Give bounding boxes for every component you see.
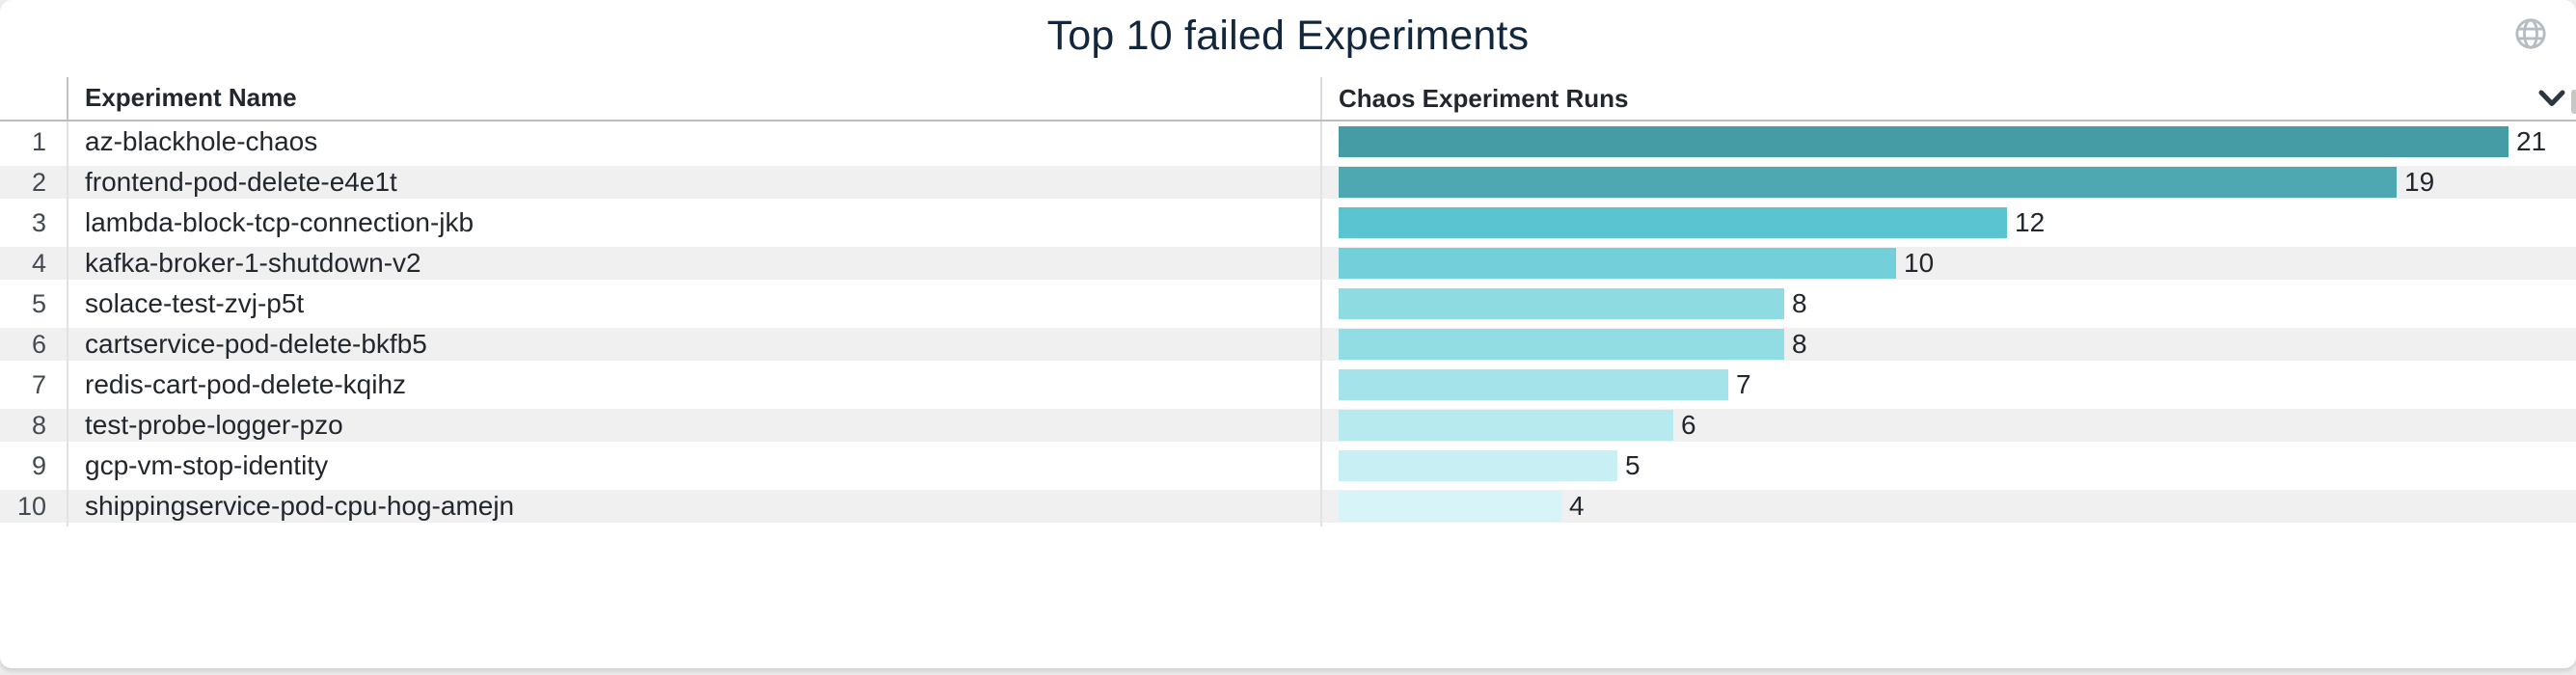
row-rank: 2: [0, 162, 68, 202]
bar-cell: 10: [1322, 243, 2576, 284]
bar-cell: 19: [1322, 162, 2576, 202]
column-header-experiment-name[interactable]: Experiment Name: [68, 77, 1322, 120]
bar: [1339, 126, 2508, 157]
experiment-name: cartservice-pod-delete-bkfb5: [68, 324, 1322, 364]
column-header-chaos-experiment-runs[interactable]: Chaos Experiment Runs: [1322, 77, 2576, 120]
experiment-name: lambda-block-tcp-connection-jkb: [68, 202, 1322, 243]
experiment-name: shippingservice-pod-cpu-hog-amejn: [68, 486, 1322, 526]
bar-cell: 4: [1322, 486, 2576, 526]
bar: [1339, 167, 2397, 198]
experiment-name: frontend-pod-delete-e4e1t: [68, 162, 1322, 202]
chevron-down-icon[interactable]: [2536, 89, 2567, 115]
bar-value-label: 21: [2516, 126, 2547, 156]
row-rank: 4: [0, 243, 68, 284]
row-rank: 1: [0, 122, 68, 162]
table-body: 1 az-blackhole-chaos 21 2 frontend-pod-delet…: [0, 122, 2576, 526]
bar: [1339, 450, 1617, 481]
table-row: 3 lambda-block-tcp-connection-jkb 12: [0, 202, 2576, 243]
table-row: 1 az-blackhole-chaos 21: [0, 122, 2576, 162]
bar-value-label: 4: [1569, 491, 1585, 521]
experiment-name: az-blackhole-chaos: [68, 122, 1322, 162]
row-rank: 10: [0, 486, 68, 526]
bar-value-label: 8: [1792, 329, 1807, 359]
bar-value-label: 19: [2404, 167, 2435, 197]
experiment-name: test-probe-logger-pzo: [68, 405, 1322, 446]
bar: [1339, 369, 1728, 400]
bar: [1339, 207, 2007, 238]
row-rank: 8: [0, 405, 68, 446]
bar: [1339, 288, 1784, 319]
bar: [1339, 329, 1784, 360]
bar-value-label: 10: [1904, 248, 1935, 278]
table-header-row: Experiment Name Chaos Experiment Runs: [0, 77, 2576, 122]
row-rank: 9: [0, 446, 68, 486]
bar-value-label: 6: [1681, 410, 1696, 440]
bar-cell: 7: [1322, 364, 2576, 405]
page-title: Top 10 failed Experiments: [1046, 13, 1530, 59]
row-rank: 5: [0, 284, 68, 324]
experiment-name: gcp-vm-stop-identity: [68, 446, 1322, 486]
bar-cell: 21: [1322, 122, 2576, 162]
bar-cell: 8: [1322, 324, 2576, 364]
row-rank: 6: [0, 324, 68, 364]
table-row: 5 solace-test-zvj-p5t 8: [0, 284, 2576, 324]
table-row: 10 shippingservice-pod-cpu-hog-amejn 4: [0, 486, 2576, 526]
bar-value-label: 5: [1625, 450, 1641, 480]
table-row: 8 test-probe-logger-pzo 6: [0, 405, 2576, 446]
globe-icon[interactable]: [2514, 17, 2547, 55]
bar-cell: 5: [1322, 446, 2576, 486]
experiment-name: solace-test-zvj-p5t: [68, 284, 1322, 324]
bar-value-label: 7: [1736, 369, 1751, 399]
bar-value-label: 8: [1792, 288, 1807, 318]
table-row: 7 redis-cart-pod-delete-kqihz 7: [0, 364, 2576, 405]
table-row: 2 frontend-pod-delete-e4e1t 19: [0, 162, 2576, 202]
experiment-name: kafka-broker-1-shutdown-v2: [68, 243, 1322, 284]
bar-value-label: 12: [2015, 207, 2046, 237]
bar-cell: 6: [1322, 405, 2576, 446]
experiment-name: redis-cart-pod-delete-kqihz: [68, 364, 1322, 405]
bar-cell: 12: [1322, 202, 2576, 243]
bar-cell: 8: [1322, 284, 2576, 324]
row-rank: 3: [0, 202, 68, 243]
table-row: 9 gcp-vm-stop-identity 5: [0, 446, 2576, 486]
table-row: 4 kafka-broker-1-shutdown-v2 10: [0, 243, 2576, 284]
rank-column-header: [0, 77, 68, 120]
bar: [1339, 410, 1673, 441]
vertical-scrollbar-thumb[interactable]: [2571, 90, 2576, 114]
row-rank: 7: [0, 364, 68, 405]
column-header-label: Chaos Experiment Runs: [1339, 84, 1629, 113]
bar: [1339, 491, 1561, 522]
bar: [1339, 248, 1896, 279]
table-row: 6 cartservice-pod-delete-bkfb5 8: [0, 324, 2576, 364]
